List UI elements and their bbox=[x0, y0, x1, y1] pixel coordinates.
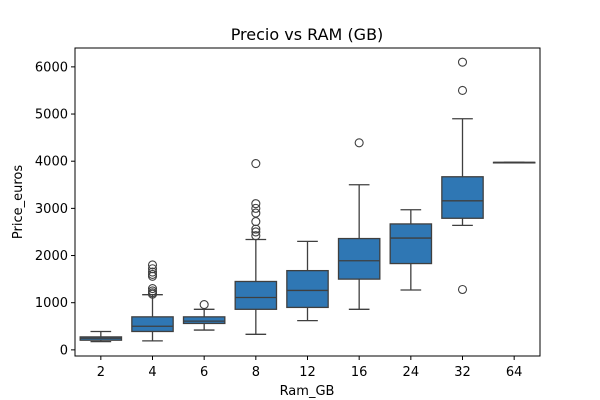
y-axis-label: Price_euros bbox=[11, 165, 26, 239]
chart-title: Precio vs RAM (GB) bbox=[231, 25, 384, 44]
outlier-point bbox=[147, 286, 158, 296]
outlier-point bbox=[147, 260, 158, 270]
box-iqr bbox=[234, 280, 278, 310]
outlier-point bbox=[251, 227, 261, 237]
y-tick-label: 3000 bbox=[35, 202, 68, 217]
outlier-point bbox=[457, 57, 468, 67]
y-tick-label: 1000 bbox=[35, 296, 68, 311]
box-iqr bbox=[131, 316, 174, 333]
x-tick-label: 8 bbox=[252, 365, 260, 380]
x-tick-label: 24 bbox=[403, 365, 420, 380]
x-tick-label: 32 bbox=[454, 365, 471, 380]
outlier-point bbox=[147, 264, 158, 274]
box-iqr bbox=[337, 237, 381, 280]
outlier-point bbox=[251, 159, 261, 169]
outlier-point bbox=[147, 267, 158, 277]
x-tick-label: 2 bbox=[97, 365, 105, 380]
y-axis: 0 1000 2000 3000 4000 5000 6000 bbox=[35, 60, 75, 358]
x-tick-label: 12 bbox=[299, 365, 316, 380]
outlier-point bbox=[354, 138, 364, 148]
x-tick-label: 6 bbox=[200, 365, 208, 380]
box-iqr bbox=[441, 176, 484, 219]
plot-frame bbox=[74, 47, 541, 357]
box-group-16 bbox=[337, 138, 381, 310]
box-iqr bbox=[286, 269, 329, 309]
x-tick-label: 4 bbox=[148, 365, 156, 380]
outlier-point bbox=[147, 269, 158, 279]
outlier-point bbox=[147, 284, 158, 294]
box-iqr bbox=[389, 223, 433, 265]
x-axis-label: Ram_GB bbox=[280, 384, 335, 399]
box-group-64 bbox=[492, 161, 536, 164]
y-tick-label: 0 bbox=[60, 343, 68, 358]
box-group-4 bbox=[131, 260, 174, 342]
y-tick-label: 2000 bbox=[35, 249, 68, 264]
outlier-point bbox=[199, 300, 209, 310]
x-tick-label: 64 bbox=[506, 365, 523, 380]
outlier-point bbox=[251, 231, 261, 241]
box-group-6 bbox=[182, 300, 226, 331]
x-tick-label: 16 bbox=[351, 365, 368, 380]
outlier-point bbox=[251, 208, 261, 218]
outlier-point bbox=[251, 199, 261, 209]
x-axis: 2 4 6 8 12 16 24 32 64 bbox=[97, 356, 523, 380]
box-iqr bbox=[182, 316, 226, 325]
box-group-2 bbox=[79, 330, 123, 343]
outlier-point bbox=[251, 203, 261, 213]
box-group-24 bbox=[389, 209, 433, 291]
box-group-32 bbox=[441, 57, 484, 295]
outlier-point bbox=[457, 284, 468, 295]
box-group-8 bbox=[234, 159, 278, 335]
box-group-12 bbox=[286, 240, 329, 322]
y-tick-label: 4000 bbox=[35, 155, 68, 170]
boxes-layer bbox=[79, 57, 536, 343]
outlier-point bbox=[457, 85, 468, 96]
y-tick-label: 6000 bbox=[35, 60, 68, 75]
y-tick-label: 5000 bbox=[35, 108, 68, 123]
